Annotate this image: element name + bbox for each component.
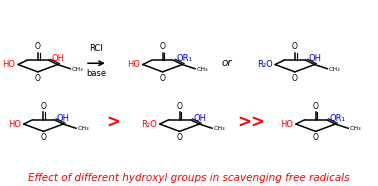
Text: CH₃: CH₃ [214, 126, 225, 131]
Text: O: O [313, 102, 319, 111]
Text: HO: HO [127, 60, 140, 69]
Text: O: O [177, 133, 183, 142]
Text: >>: >> [237, 114, 265, 132]
Text: O: O [313, 133, 319, 142]
Text: O: O [35, 74, 41, 83]
Text: O: O [35, 42, 41, 51]
Text: CH₃: CH₃ [350, 126, 361, 131]
Text: O: O [292, 74, 298, 83]
Text: O: O [160, 74, 166, 83]
Text: CH₃: CH₃ [197, 67, 208, 72]
Text: RCl: RCl [90, 44, 103, 53]
Text: OH: OH [193, 114, 206, 123]
Text: O: O [292, 42, 298, 51]
Text: O: O [40, 102, 46, 111]
Text: O: O [177, 102, 183, 111]
Text: R₂O: R₂O [257, 60, 273, 69]
Text: Effect of different hydroxyl groups in scavenging free radicals: Effect of different hydroxyl groups in s… [28, 173, 350, 183]
Text: CH₃: CH₃ [329, 67, 341, 72]
Text: OH: OH [51, 54, 64, 63]
Text: OR₁: OR₁ [176, 54, 192, 63]
Text: CH₃: CH₃ [72, 67, 84, 72]
Text: OH: OH [308, 54, 321, 63]
Text: HO: HO [280, 120, 293, 129]
Text: HO: HO [2, 60, 15, 69]
Text: >: > [106, 114, 121, 132]
Text: HO: HO [8, 120, 21, 129]
Text: CH₃: CH₃ [78, 126, 89, 131]
Text: O: O [40, 133, 46, 142]
Text: O: O [160, 42, 166, 51]
Text: base: base [86, 69, 107, 78]
Text: R₂O: R₂O [141, 120, 157, 129]
Text: OH: OH [57, 114, 70, 123]
Text: OR₁: OR₁ [329, 114, 345, 123]
Text: or: or [222, 58, 232, 68]
